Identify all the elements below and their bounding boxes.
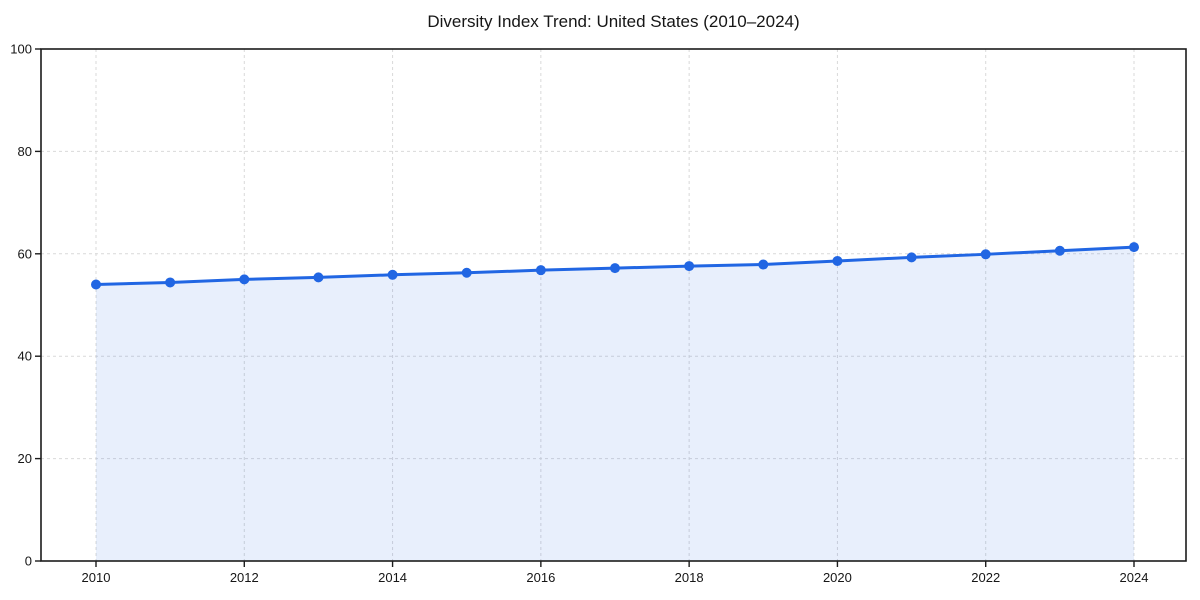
data-point-2020 xyxy=(832,255,843,266)
data-point-2012 xyxy=(239,274,250,285)
data-point-2021 xyxy=(906,252,917,263)
x-tick-label-2016: 2016 xyxy=(526,570,555,585)
data-point-2017 xyxy=(610,263,620,274)
data-point-2015 xyxy=(461,267,472,278)
data-point-2022 xyxy=(980,249,991,260)
data-point-2011 xyxy=(165,277,176,288)
data-point-2013 xyxy=(313,272,324,283)
data-point-2010 xyxy=(91,279,101,290)
chart-title: Diversity Index Trend: United States (20… xyxy=(427,12,800,31)
x-tick-label-2018: 2018 xyxy=(675,570,704,585)
x-tick-label-2020: 2020 xyxy=(823,570,852,585)
data-point-2018 xyxy=(684,261,695,272)
area-fill xyxy=(96,247,1134,562)
x-tick-label-2022: 2022 xyxy=(971,570,1000,585)
x-tick-label-2014: 2014 xyxy=(378,570,407,585)
plot-border xyxy=(40,48,1187,562)
y-tick-label-40: 40 xyxy=(18,349,32,364)
y-tick-label-0: 0 xyxy=(25,554,32,569)
data-point-2016 xyxy=(535,265,546,276)
data-point-2014 xyxy=(387,269,398,280)
y-tick-label-100: 100 xyxy=(10,42,32,57)
data-point-2024 xyxy=(1129,242,1139,253)
data-point-2019 xyxy=(758,259,769,270)
y-tick-label-80: 80 xyxy=(18,144,32,159)
x-tick-label-2010: 2010 xyxy=(82,570,111,585)
y-tick-label-20: 20 xyxy=(18,451,32,466)
data-point-2023 xyxy=(1054,245,1065,256)
y-tick-label-60: 60 xyxy=(18,246,32,261)
x-tick-label-2024: 2024 xyxy=(1120,570,1149,585)
x-tick-label-2012: 2012 xyxy=(230,570,259,585)
